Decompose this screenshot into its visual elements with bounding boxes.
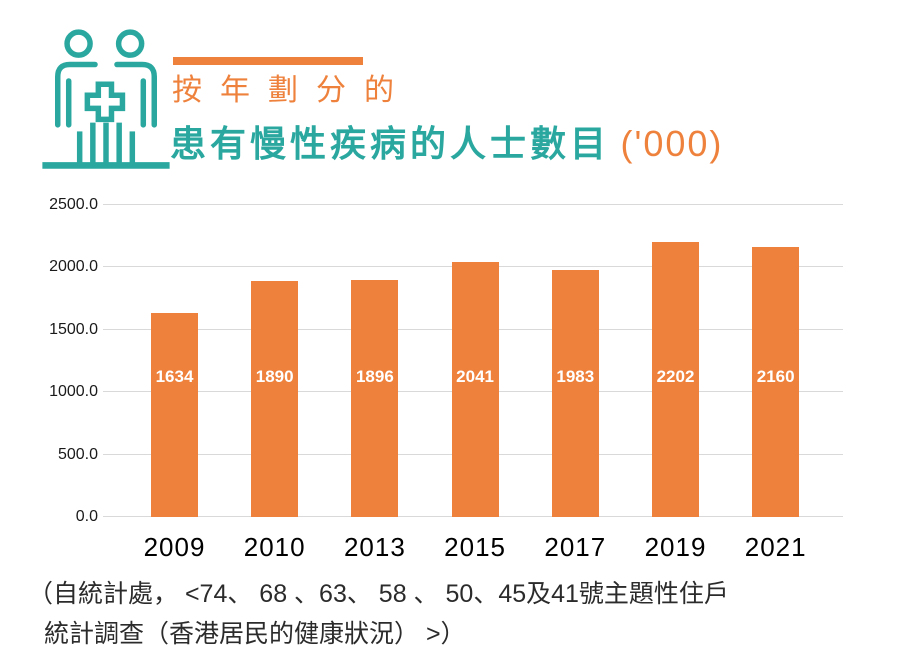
source-footnote-line1: （自統計處， <74、 68 、63、 58 、 50、45及41號主題性住戶 (28, 580, 729, 608)
y-tick-label: 0.0 (75, 508, 98, 525)
y-tick-label: 2000.0 (49, 258, 98, 276)
gridline (103, 204, 843, 205)
bar (451, 262, 499, 517)
bar-value-label: 2041 (456, 367, 494, 386)
y-tick-label: 500.0 (57, 445, 98, 463)
right-head-icon (115, 29, 145, 58)
chart-title-text: 患有慢性疾病的人士數目 (170, 123, 611, 164)
y-tick-label: 1000.0 (49, 383, 98, 401)
bar (652, 242, 699, 517)
plot-area: 1634 1890 1896 2041 1983 2202 2160 (103, 204, 843, 517)
y-tick-label: 2500.0 (49, 196, 98, 213)
x-tick-label: 2019 (644, 532, 707, 562)
bar-value-label: 1890 (255, 367, 294, 386)
left-head-icon (64, 29, 93, 58)
bar (551, 269, 599, 517)
source-footnote: （自統計處， <74、 68 、63、 58 、 50、45及41號主題性住戶統… (28, 574, 729, 654)
chart-title-unit: ('000) (620, 123, 724, 164)
bar (752, 247, 800, 517)
people-health-icon (42, 29, 170, 169)
chart-subtitle: 按年劃分的 (172, 74, 412, 107)
source-footnote-line2: 統計調查（香港居民的健康狀況） >） (44, 620, 466, 648)
medical-cross-icon (84, 81, 126, 123)
x-tick-label: 2021 (744, 532, 807, 562)
bar (251, 281, 299, 517)
x-tick-label: 2017 (544, 532, 607, 562)
bar (151, 313, 198, 517)
bar-value-label: 2202 (656, 367, 695, 386)
x-tick-label: 2009 (143, 532, 206, 562)
title-accent-rule (173, 57, 363, 65)
bar-value-label: 1896 (355, 367, 394, 386)
chart-title: 患有慢性疾病的人士數目 ('000) (170, 122, 723, 174)
x-tick-label: 2015 (444, 532, 507, 562)
x-tick-label: 2013 (343, 532, 406, 562)
bar-value-label: 1983 (556, 367, 595, 386)
bar-value-label: 2160 (756, 367, 795, 386)
x-tick-label: 2010 (243, 532, 306, 562)
bar (351, 280, 399, 517)
bar-value-label: 1634 (155, 367, 194, 386)
y-tick-label: 1500.0 (49, 320, 98, 338)
